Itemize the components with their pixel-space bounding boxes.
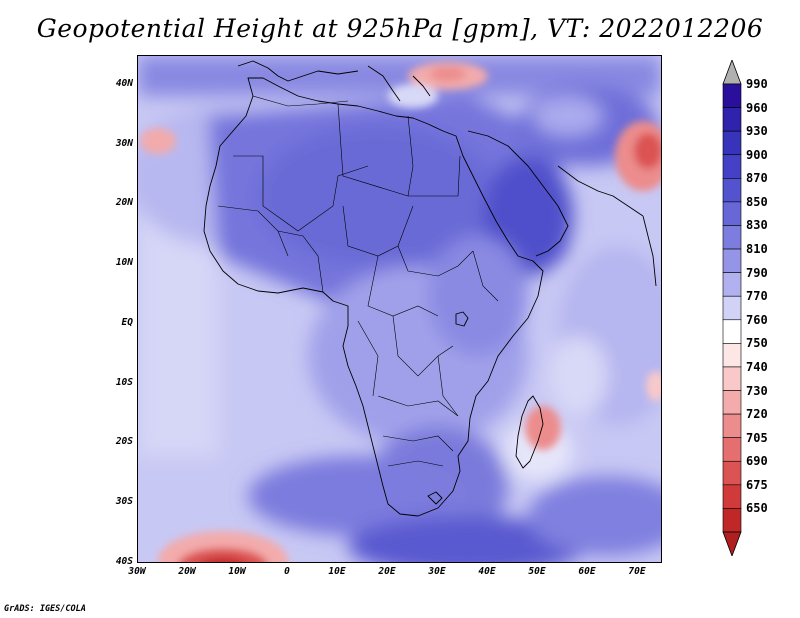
colorbar-label: 705 [746, 430, 768, 445]
field-shading [138, 56, 661, 562]
colorbar-label: 790 [746, 265, 768, 280]
colorbar-swatch [722, 154, 742, 179]
page-title: Geopotential Height at 925hPa [gpm], VT:… [36, 14, 764, 43]
country-borders [217, 95, 499, 467]
lon-label: 10W [228, 566, 246, 577]
lat-label: 10N [115, 257, 133, 269]
lat-label: 30N [115, 137, 133, 149]
colorbar-swatch [722, 225, 742, 250]
colorbar-swatch [722, 413, 742, 438]
lon-label: 20E [378, 566, 396, 577]
colorbar-label: 930 [746, 124, 768, 139]
lon-label: 10E [328, 566, 346, 577]
colorbar-label: 960 [746, 100, 768, 115]
colorbar-label: 650 [746, 501, 768, 516]
colorbar-swatch [722, 178, 742, 203]
lat-label: 20S [115, 436, 133, 448]
colorbar-label: 750 [746, 336, 768, 351]
lat-label: 40N [115, 77, 133, 89]
colorbar-swatch [722, 295, 742, 321]
map-frame [137, 55, 662, 563]
colorbar-swatch [722, 366, 742, 391]
lat-label: 40S [115, 556, 133, 567]
colorbar-label: 730 [746, 383, 768, 398]
lon-label: 0 [284, 566, 290, 577]
colorbar-swatch [722, 201, 742, 226]
colorbar-label: 720 [746, 407, 768, 422]
lon-label: 30W [128, 566, 146, 577]
colorbar-label: 675 [746, 477, 768, 492]
colorbar-swatch [722, 484, 742, 509]
lat-label: EQ [121, 316, 133, 328]
credit-text: GrADS: IGES/COLA [4, 604, 86, 614]
colorbar-swatch [722, 343, 742, 368]
colorbar-swatch [722, 83, 742, 108]
geopotential-map [138, 56, 661, 562]
colorbar-label: 760 [746, 312, 768, 327]
coastlines [203, 60, 657, 517]
colorbar-label: 990 [746, 77, 768, 91]
colorbar-swatch [722, 248, 742, 273]
colorbar [722, 60, 742, 556]
colorbar-label: 740 [746, 359, 768, 374]
colorbar-swatch [722, 460, 742, 486]
lon-label: 30E [428, 566, 446, 577]
lat-label: 30S [115, 496, 133, 508]
colorbar-label: 850 [746, 194, 768, 209]
colorbar-label: 900 [746, 147, 768, 162]
lon-label: 40E [478, 566, 496, 577]
colorbar-under-triangle [722, 531, 742, 556]
colorbar-label: 810 [746, 242, 768, 257]
lon-label: 50E [528, 566, 546, 577]
low-height-anomalies [140, 62, 661, 562]
lat-label: 20N [115, 197, 133, 209]
colorbar-swatch [722, 107, 742, 132]
colorbar-swatch [722, 508, 742, 533]
colorbar-swatch [722, 390, 742, 415]
colorbar-swatch [722, 130, 742, 156]
colorbar-swatch [722, 437, 742, 462]
lon-label: 20W [178, 566, 196, 577]
lat-label: 10S [115, 376, 133, 388]
lon-label: 60E [578, 566, 596, 577]
colorbar-label: 830 [746, 218, 768, 233]
colorbar-label: 690 [746, 454, 768, 469]
colorbar-label: 770 [746, 289, 768, 304]
colorbar-swatch [722, 319, 742, 344]
colorbar-over-triangle [722, 60, 742, 85]
lon-label: 70E [628, 566, 646, 577]
colorbar-label: 870 [746, 171, 768, 186]
colorbar-swatch [722, 272, 742, 297]
